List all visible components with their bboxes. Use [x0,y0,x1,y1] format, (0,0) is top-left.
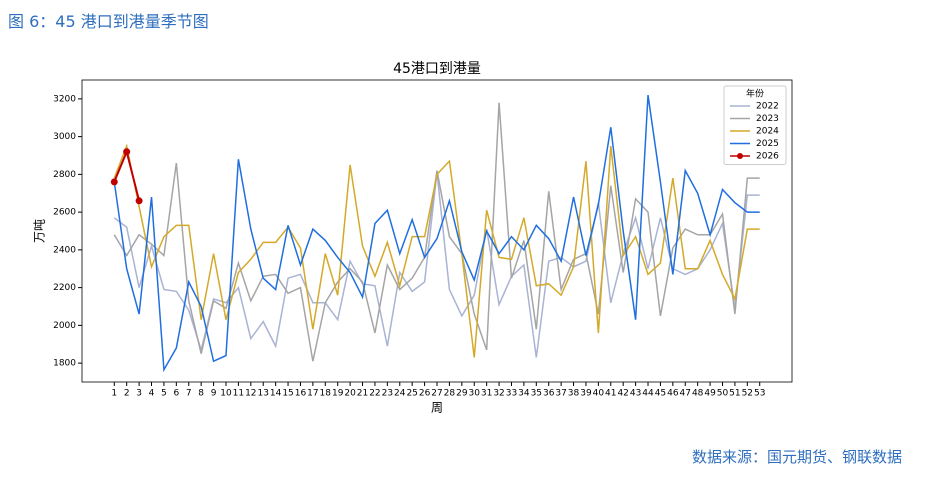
y-tick-label: 2600 [53,208,76,218]
x-tick-label: 39 [580,389,592,399]
x-tick-label: 24 [394,389,406,399]
x-tick-label: 48 [692,389,704,399]
series-line [113,102,760,362]
x-tick-label: 50 [717,389,729,399]
x-tick-label: 7 [186,389,192,399]
page-title: 图 6：45 港口到港量季节图 [8,12,209,31]
x-tick-label: 49 [704,389,716,399]
x-tick-label: 33 [506,389,517,399]
x-tick-label: 53 [754,389,765,399]
x-tick-label: 45 [655,389,666,399]
x-tick-label: 35 [531,389,542,399]
x-tick-label: 37 [555,389,566,399]
x-tick-label: 28 [444,389,456,399]
series-line [113,148,141,202]
x-tick-label: 46 [667,389,679,399]
x-tick-label: 38 [568,389,580,399]
legend-label: 2026 [756,152,779,162]
chart-title: 45港口到港量 [393,61,481,77]
x-tick-label: 29 [456,389,468,399]
series-marker [123,148,131,156]
x-tick-label: 19 [332,389,344,399]
x-tick-label: 1 [111,389,117,399]
x-tick-label: 30 [469,389,481,399]
y-tick-label: 2000 [53,321,76,331]
x-tick-label: 32 [493,389,504,399]
legend-marker [737,153,743,159]
legend-label: 2025 [756,139,779,149]
x-tick-label: 9 [211,389,217,399]
x-tick-label: 26 [419,389,431,399]
x-tick-label: 15 [282,389,293,399]
x-tick-label: 14 [270,389,282,399]
y-tick-label: 3200 [53,94,76,104]
x-tick-label: 52 [742,389,753,399]
x-tick-label: 4 [149,389,155,399]
x-tick-label: 5 [161,389,167,399]
y-axis-label: 万吨 [33,219,47,243]
series-line [113,143,760,358]
page-source: 数据来源：国元期货、钢联数据 [691,448,902,466]
x-tick-label: 17 [307,389,318,399]
x-tick-label: 27 [431,389,442,399]
x-tick-label: 13 [257,389,268,399]
y-tick-label: 1800 [53,359,76,369]
y-tick-label: 2200 [53,283,76,293]
y-tick-label: 2800 [53,170,76,180]
x-tick-label: 44 [642,389,654,399]
x-tick-label: 10 [220,389,232,399]
x-tick-label: 31 [481,389,492,399]
x-tick-label: 42 [617,389,628,399]
series-marker [135,197,143,205]
x-axis-label: 周 [431,401,443,415]
plot-frame [81,79,793,383]
x-tick-label: 23 [382,389,393,399]
x-tick-label: 18 [320,389,332,399]
x-tick-label: 34 [518,389,530,399]
x-tick-label: 16 [295,389,307,399]
x-tick-label: 47 [680,389,691,399]
x-tick-label: 41 [605,389,616,399]
legend-label: 2023 [756,114,779,124]
x-tick-label: 36 [543,389,555,399]
x-tick-label: 22 [369,389,380,399]
series-line [113,94,760,373]
legend-label: 2022 [756,102,779,112]
x-tick-label: 25 [406,389,417,399]
y-tick-label: 3000 [53,132,76,142]
legend-title: 年份 [746,88,764,100]
x-tick-label: 21 [357,389,368,399]
legend-label: 2024 [756,127,779,137]
x-tick-label: 11 [233,389,244,399]
x-tick-label: 20 [344,389,356,399]
x-tick-label: 40 [593,389,605,399]
x-tick-label: 8 [198,389,204,399]
x-tick-label: 12 [245,389,256,399]
y-tick-label: 2400 [53,245,76,255]
x-tick-label: 2 [124,389,130,399]
x-tick-label: 43 [630,389,641,399]
x-tick-label: 3 [136,389,142,399]
series-marker [110,178,118,186]
x-tick-label: 6 [173,389,179,399]
x-tick-label: 51 [729,389,740,399]
